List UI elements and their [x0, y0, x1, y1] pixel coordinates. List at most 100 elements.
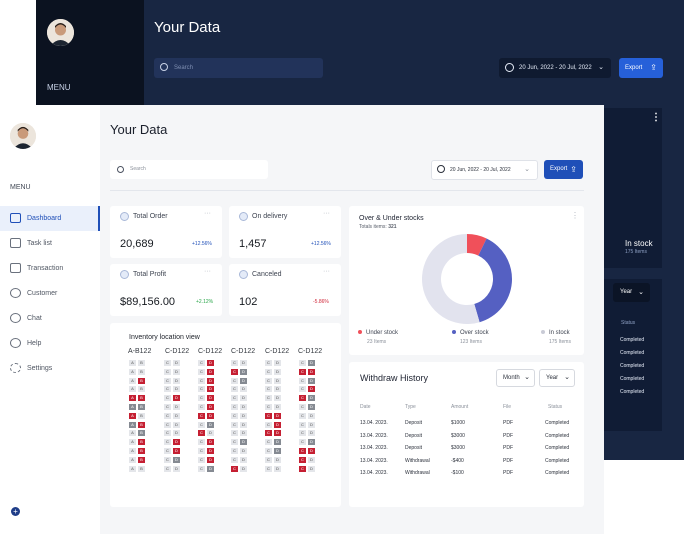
inventory-slot[interactable]: D [274, 412, 281, 419]
inventory-slot[interactable]: C [299, 377, 306, 384]
inventory-slot[interactable]: C [198, 386, 205, 393]
inventory-slot[interactable]: C [231, 448, 238, 454]
inventory-slot[interactable]: D [240, 448, 247, 454]
month-select[interactable]: Month ⌄ [496, 369, 535, 387]
inventory-slot[interactable]: C [164, 404, 171, 410]
inventory-slot[interactable]: D [207, 448, 214, 454]
inventory-slot[interactable]: D [240, 439, 247, 446]
inventory-slot[interactable]: D [240, 412, 247, 419]
inventory-slot[interactable]: D [207, 404, 214, 410]
inventory-slot[interactable]: D [207, 360, 214, 366]
inventory-slot[interactable]: C [265, 421, 272, 428]
inventory-slot[interactable]: D [207, 439, 214, 446]
inventory-slot[interactable]: D [308, 456, 315, 463]
inventory-slot[interactable]: D [173, 465, 180, 472]
search-input[interactable]: Search [110, 160, 268, 179]
inventory-slot[interactable]: D [207, 430, 214, 437]
export-button[interactable]: Export ⇪ [544, 160, 583, 179]
inventory-slot[interactable]: C [164, 448, 171, 454]
donut-slice-over-stock[interactable] [474, 238, 512, 323]
inventory-slot[interactable]: C [265, 439, 272, 446]
inventory-slot[interactable]: C [164, 377, 171, 384]
inventory-slot[interactable]: D [274, 465, 281, 472]
inventory-slot[interactable]: D [274, 439, 281, 446]
inventory-slot[interactable]: D [274, 386, 281, 393]
inventory-slot[interactable]: B [138, 360, 145, 366]
inventory-slot[interactable]: D [173, 386, 180, 393]
inventory-slot[interactable]: C [265, 360, 272, 366]
inventory-slot[interactable]: D [173, 395, 180, 402]
background-date-range-picker[interactable]: 20 Jun, 2022 - 20 Jul, 2022 ⌄ [499, 58, 611, 78]
inventory-slot[interactable]: C [231, 395, 238, 402]
inventory-slot[interactable]: C [198, 456, 205, 463]
inventory-slot[interactable]: D [173, 421, 180, 428]
inventory-slot[interactable]: D [274, 360, 281, 366]
inventory-slot[interactable]: B [138, 368, 145, 375]
inventory-slot[interactable]: C [299, 386, 306, 393]
sidebar-item-task-list[interactable]: Task list [0, 231, 100, 256]
inventory-slot[interactable]: C [265, 386, 272, 393]
inventory-slot[interactable]: D [274, 430, 281, 437]
inventory-slot[interactable]: D [173, 448, 180, 454]
inventory-slot[interactable]: D [308, 430, 315, 437]
inventory-slot[interactable]: C [164, 386, 171, 393]
inventory-slot[interactable]: B [138, 465, 145, 472]
inventory-slot[interactable]: C [265, 456, 272, 463]
donut-slice-in-stock[interactable] [422, 234, 480, 324]
inventory-slot[interactable]: C [198, 421, 205, 428]
inventory-slot[interactable]: D [308, 360, 315, 366]
inventory-slot[interactable]: B [138, 439, 145, 446]
inventory-slot[interactable]: C [164, 430, 171, 437]
inventory-slot[interactable]: B [138, 386, 145, 393]
inventory-slot[interactable]: C [231, 404, 238, 410]
inventory-slot[interactable]: C [231, 412, 238, 419]
inventory-slot[interactable]: A [129, 421, 136, 428]
inventory-slot[interactable]: D [308, 377, 315, 384]
inventory-slot[interactable]: C [299, 448, 306, 454]
inventory-slot[interactable]: C [198, 404, 205, 410]
inventory-slot[interactable]: B [138, 456, 145, 463]
inventory-slot[interactable]: C [231, 377, 238, 384]
more-options-icon[interactable]: ⋮ [651, 112, 661, 123]
inventory-slot[interactable]: D [308, 404, 315, 410]
avatar[interactable] [10, 123, 36, 149]
inventory-slot[interactable]: A [129, 395, 136, 402]
inventory-slot[interactable]: C [198, 448, 205, 454]
sidebar-item-transaction[interactable]: Transaction [0, 256, 100, 281]
inventory-slot[interactable]: D [173, 368, 180, 375]
inventory-slot[interactable]: D [207, 368, 214, 375]
inventory-slot[interactable]: D [207, 456, 214, 463]
inventory-slot[interactable]: C [198, 368, 205, 375]
inventory-slot[interactable]: B [138, 395, 145, 402]
inventory-slot[interactable]: C [265, 430, 272, 437]
inventory-slot[interactable]: C [231, 386, 238, 393]
inventory-slot[interactable]: D [274, 456, 281, 463]
inventory-slot[interactable]: C [164, 465, 171, 472]
inventory-slot[interactable]: C [299, 465, 306, 472]
inventory-slot[interactable]: D [173, 439, 180, 446]
inventory-slot[interactable]: C [198, 412, 205, 419]
inventory-slot[interactable]: C [231, 360, 238, 366]
inventory-slot[interactable]: D [173, 360, 180, 366]
inventory-slot[interactable]: C [164, 368, 171, 375]
inventory-slot[interactable]: C [164, 360, 171, 366]
inventory-slot[interactable]: D [308, 439, 315, 446]
sidebar-item-chat[interactable]: Chat [0, 306, 100, 331]
inventory-slot[interactable]: D [308, 412, 315, 419]
inventory-slot[interactable]: C [265, 404, 272, 410]
inventory-slot[interactable]: D [207, 421, 214, 428]
background-year-select[interactable]: Year ⌄ [613, 283, 650, 302]
inventory-slot[interactable]: A [129, 412, 136, 419]
donut-slice-under-stock[interactable] [467, 234, 487, 256]
inventory-slot[interactable]: C [299, 456, 306, 463]
inventory-slot[interactable]: B [138, 412, 145, 419]
inventory-slot[interactable]: D [308, 421, 315, 428]
inventory-slot[interactable]: C [198, 430, 205, 437]
inventory-slot[interactable]: C [198, 360, 205, 366]
year-select[interactable]: Year ⌄ [539, 369, 575, 387]
inventory-slot[interactable]: D [240, 404, 247, 410]
inventory-slot[interactable]: B [138, 421, 145, 428]
inventory-slot[interactable]: A [129, 404, 136, 410]
inventory-slot[interactable]: B [138, 448, 145, 454]
inventory-slot[interactable]: D [207, 412, 214, 419]
